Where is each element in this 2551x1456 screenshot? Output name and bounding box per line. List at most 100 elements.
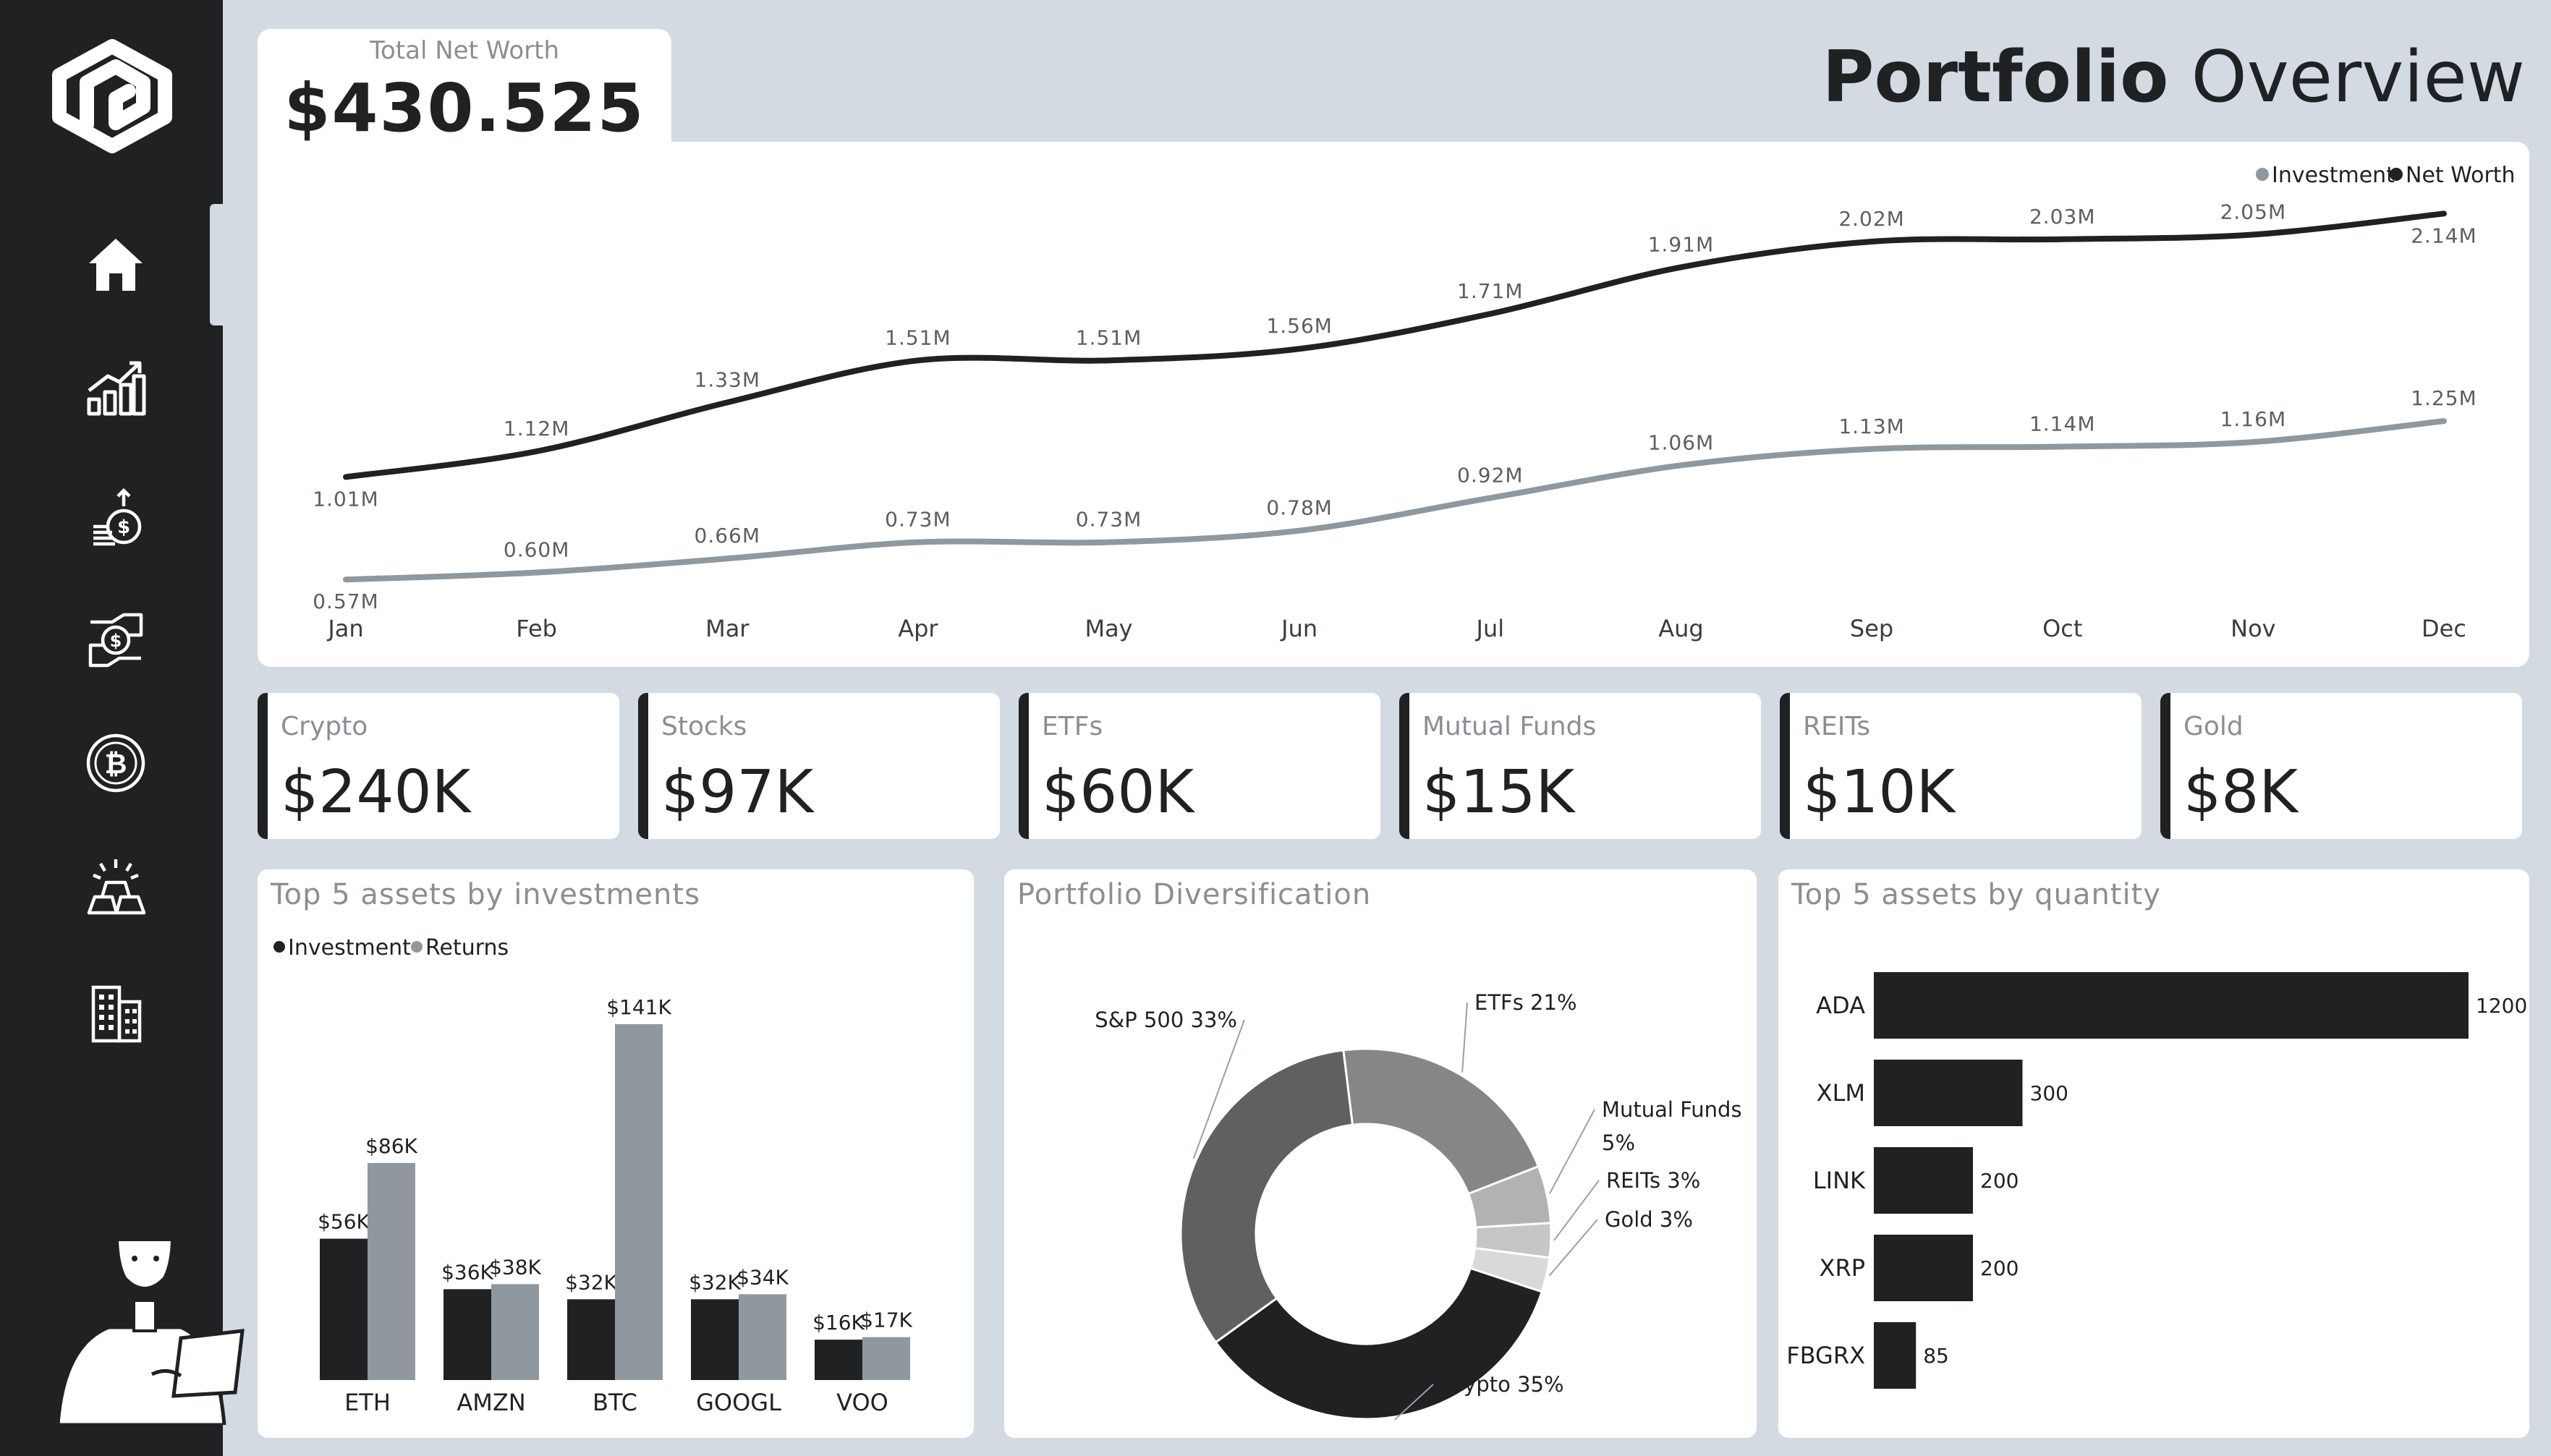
category-label: FBGRX (1786, 1342, 1865, 1369)
page-title-bold: Portfolio (1822, 36, 2169, 119)
data-label: 1.13M (1838, 414, 1905, 438)
category-label: XLM (1817, 1079, 1865, 1107)
kpi-value: $10K (1803, 758, 1956, 827)
investment-bar (691, 1299, 739, 1380)
legend-label-investment: Investment (2272, 163, 2395, 188)
x-tick-label: Dec (2421, 615, 2466, 642)
panel-title: Top 5 assets by quantity (1791, 878, 2161, 911)
bitcoin-icon: ₿ (86, 733, 145, 793)
category-label: ADA (1816, 992, 1865, 1019)
panel-title: Top 5 assets by investments (271, 878, 700, 911)
money-hands-icon: $ (88, 613, 143, 668)
portfolio-diversification-panel: Portfolio Diversification ETFs 21% Mutual… (1004, 869, 1757, 1438)
kpi-value: $240K (281, 758, 471, 827)
net-worth-line-chart-panel: Investment Net Worth Jan Feb Mar Apr May Jun Jul… (258, 142, 2529, 667)
kpi-card-gold[interactable]: Gold $8K (2160, 693, 2522, 839)
user-avatar-illustration (56, 1199, 245, 1425)
top-assets-quantity-bar-chart: ADA 1200 XLM 300 LINK 200 XRP 200 FBGRX 85 (1786, 972, 2527, 1389)
data-label: $16K (812, 1311, 865, 1334)
data-label: 1.91M (1648, 232, 1715, 256)
data-label: $34K (737, 1265, 789, 1289)
svg-text:$: $ (117, 516, 130, 538)
panel-title: Portfolio Diversification (1017, 878, 1372, 911)
sidebar-item-payments[interactable]: $ (72, 600, 159, 680)
gold-bars-icon (87, 859, 146, 915)
page-title-rest: Overview (2168, 36, 2525, 119)
investment-line (343, 418, 2447, 583)
top-assets-investment-panel: Top 5 assets by investments Investment Re… (258, 869, 974, 1438)
x-tick-label: Sep (1850, 615, 1893, 642)
leader-line (1549, 1109, 1595, 1194)
kpi-label: Mutual Funds (1422, 712, 1597, 741)
kpi-value: $8K (2183, 758, 2299, 827)
data-label: $56K (318, 1210, 370, 1234)
data-label: 200 (1980, 1256, 2019, 1280)
svg-text:$: $ (110, 631, 122, 651)
kpi-card-reits[interactable]: REITs $10K (1780, 693, 2142, 839)
returns-bar (862, 1337, 910, 1380)
data-label: 0.73M (1076, 508, 1142, 532)
kpi-label: Gold (2183, 712, 2244, 741)
svg-text:₿: ₿ (105, 748, 127, 780)
kpi-value: $97K (661, 758, 814, 827)
data-label: $32K (565, 1270, 617, 1294)
data-label: 1.12M (504, 417, 570, 440)
quantity-bar (1874, 1147, 1973, 1214)
legend-label-returns: Returns (425, 935, 509, 961)
sidebar-item-crypto[interactable]: ₿ (72, 723, 159, 803)
legend-dot-investment (273, 941, 285, 953)
quantity-bar (1874, 1322, 1917, 1389)
data-label: $32K (689, 1270, 741, 1294)
sidebar-item-home[interactable] (72, 224, 159, 304)
x-tick-label: Jan (326, 615, 363, 642)
data-label: $141K (606, 995, 671, 1019)
data-label: 0.60M (504, 538, 570, 562)
category-label: LINK (1813, 1167, 1866, 1194)
sidebar-item-finance[interactable]: $ (72, 477, 159, 557)
slice-label: Crypto 35% (1440, 1372, 1564, 1397)
x-tick-label: BTC (593, 1389, 637, 1416)
brand-logo-icon[interactable] (43, 38, 181, 153)
data-label: 1.51M (1076, 325, 1142, 349)
data-label: $17K (860, 1308, 912, 1332)
growth-chart-icon (87, 361, 146, 416)
legend-label-net-worth: Net Worth (2406, 163, 2516, 188)
sidebar-item-gold[interactable] (72, 846, 159, 926)
kpi-card-stocks[interactable]: Stocks $97K (638, 693, 1000, 839)
kpi-card-etfs[interactable]: ETFs $60K (1019, 693, 1380, 839)
kpi-label: ETFs (1042, 712, 1103, 741)
kpi-card-mutual-funds[interactable]: Mutual Funds $15K (1399, 693, 1761, 839)
x-tick-label: Jun (1280, 615, 1317, 642)
data-label: $86K (365, 1134, 417, 1158)
data-label: 1.71M (1457, 279, 1524, 303)
leader-line (1394, 1384, 1434, 1421)
kpi-label: Stocks (661, 712, 747, 741)
sidebar-item-real-estate[interactable] (72, 973, 159, 1052)
net-worth-value: $430.525 (284, 69, 645, 147)
quantity-bar (1874, 1060, 2023, 1126)
donut-slice (1214, 1266, 1544, 1421)
slice-label: S&P 500 33% (1095, 1008, 1237, 1032)
legend-dot-returns (411, 941, 423, 953)
net-worth-line (343, 210, 2447, 480)
kpi-card-crypto[interactable]: Crypto $240K (258, 693, 619, 839)
data-label: 0.73M (885, 508, 951, 532)
data-label: 2.05M (2220, 200, 2287, 223)
returns-bar (739, 1294, 786, 1380)
data-label: 2.02M (1838, 207, 1905, 231)
data-label: 85 (1923, 1344, 1949, 1368)
legend-dot-investment (2256, 168, 2269, 181)
slice-label: Mutual Funds (1602, 1097, 1742, 1122)
top-assets-quantity-panel: Top 5 assets by quantity ADA 1200 XLM 300 LI… (1778, 869, 2529, 1438)
data-label: 1.33M (695, 367, 761, 391)
coins-icon: $ (93, 488, 142, 546)
x-tick-label: Mar (705, 615, 750, 642)
kpi-label: Crypto (281, 712, 368, 741)
leader-line (1553, 1180, 1600, 1241)
investment-bar (567, 1299, 615, 1380)
sidebar-item-growth[interactable] (72, 347, 159, 427)
x-tick-label: VOO (836, 1389, 888, 1416)
data-label: 200 (1980, 1169, 2019, 1193)
donut-slice (1342, 1047, 1540, 1196)
x-tick-label: GOOGL (696, 1389, 781, 1416)
